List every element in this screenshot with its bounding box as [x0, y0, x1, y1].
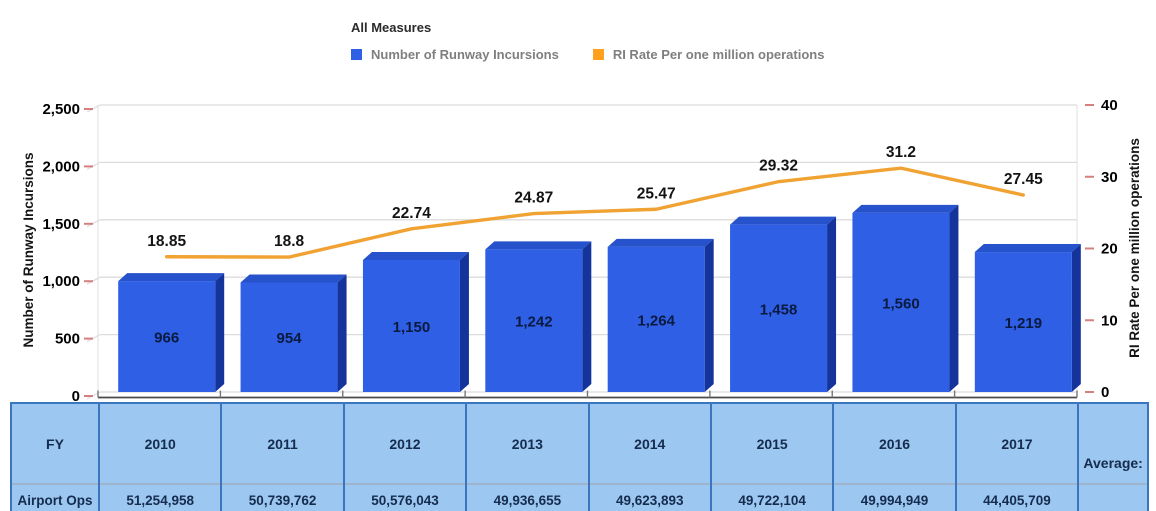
- bar-side-face: [704, 238, 714, 392]
- left-axis-tick-label: 2,500: [42, 101, 80, 118]
- bar-top-face: [852, 204, 959, 213]
- combo-chart: 0 500 1,000 1,500 2,000 2,500 0 10 20 30 40 966 954 1…: [21, 97, 1142, 402]
- fy-cell-2015: 2015: [709, 402, 835, 484]
- table-row: FY 2010 2011 2012 2013 2014 2015 2016 2017 Averag…: [10, 402, 1150, 484]
- ops-cell-2013: 49,936,655: [465, 483, 590, 511]
- gridline-depth-nub: [86, 334, 101, 343]
- bar-side-face: [459, 251, 469, 392]
- bar-2015[interactable]: [730, 224, 828, 392]
- ops-cell-2010: 51,254,958: [97, 483, 223, 511]
- fy-cell-2014: 2014: [587, 402, 712, 484]
- fy-cell-2017: 2017: [954, 402, 1080, 484]
- fy-cell-2010: 2010: [97, 402, 223, 484]
- bar-2017[interactable]: [974, 252, 1072, 392]
- legend-swatch-icon: [351, 49, 362, 60]
- right-axis-tick-label: 0: [1101, 384, 1109, 401]
- right-axis-title: RI Rate Per one million operations: [1127, 138, 1142, 358]
- bar-side-face: [949, 204, 959, 392]
- bar-value-label: 1,219: [1005, 315, 1043, 332]
- bar-side-face: [827, 216, 837, 392]
- average-header: Average:: [1077, 402, 1150, 484]
- bar-top-face: [730, 216, 837, 225]
- bar-2012[interactable]: [362, 259, 460, 392]
- line-value-label: 18.85: [147, 233, 186, 250]
- left-axis-tick-label: 0: [72, 388, 80, 402]
- legend-item-incursions[interactable]: Number of Runway Incursions: [351, 47, 559, 62]
- bar-value-label: 1,242: [515, 314, 553, 331]
- line-value-label: 22.74: [392, 205, 431, 222]
- gridline-depth-nub: [86, 161, 101, 170]
- fy-cell-2012: 2012: [342, 402, 468, 484]
- left-axis-title: Number of Runway Incursions: [21, 152, 36, 347]
- bar-value-label: 1,264: [637, 312, 675, 329]
- data-table: FY 2010 2011 2012 2013 2014 2015 2016 2017 Averag…: [10, 402, 1150, 511]
- fy-cell-2013: 2013: [465, 402, 590, 484]
- fy-cell-2011: 2011: [220, 402, 345, 484]
- legend-label: Number of Runway Incursions: [371, 47, 559, 62]
- ri-rate-line[interactable]: [164, 166, 1026, 259]
- bar-value-label: 1,458: [760, 301, 798, 318]
- line-value-label: 29.32: [759, 158, 798, 175]
- legend-label: RI Rate Per one million operations: [612, 47, 825, 62]
- left-axis-tick-label: 2,000: [42, 158, 80, 175]
- right-axis-tick-label: 30: [1101, 169, 1118, 186]
- ops-cell-2012: 50,576,043: [342, 483, 468, 511]
- bar-side-face: [337, 274, 347, 392]
- right-axis-tick-label: 20: [1101, 241, 1118, 258]
- line-value-label: 27.45: [1004, 171, 1043, 188]
- line-value-label: 31.2: [886, 144, 916, 161]
- bar-2010[interactable]: [118, 281, 216, 392]
- right-axis-tick-label: 40: [1101, 97, 1118, 114]
- line-value-label: 25.47: [637, 185, 676, 202]
- bar-side-face: [215, 273, 225, 392]
- bar-value-label: 1,150: [393, 319, 431, 336]
- fy-row-header: FY: [10, 402, 100, 484]
- gridline-depth-nub: [86, 104, 101, 113]
- bar-side-face: [1071, 244, 1081, 392]
- bar-2016[interactable]: [852, 212, 950, 392]
- bar-2013[interactable]: [485, 249, 583, 392]
- right-axis-tick-label: 10: [1101, 312, 1118, 329]
- bar-value-label: 954: [277, 330, 303, 347]
- bar-top-face: [974, 244, 1081, 253]
- chart-legend: Number of Runway Incursions RI Rate Per o…: [351, 47, 824, 62]
- average-value-cell: [1077, 483, 1150, 511]
- chart-header: All Measures Number of Runway Incursions…: [351, 20, 824, 62]
- fy-cell-2016: 2016: [832, 402, 957, 484]
- chart-title: All Measures: [351, 20, 432, 35]
- bar-top-face: [118, 273, 225, 282]
- ops-cell-2017: 44,405,709: [954, 483, 1080, 511]
- bar-side-face: [582, 241, 592, 392]
- ops-cell-2014: 49,623,893: [587, 483, 712, 511]
- ops-cell-2016: 49,994,949: [832, 483, 957, 511]
- bar-top-face: [485, 241, 592, 250]
- bar-2014[interactable]: [607, 246, 705, 392]
- bar-top-face: [362, 251, 469, 260]
- bar-value-label: 966: [154, 330, 179, 347]
- ops-cell-2015: 49,722,104: [709, 483, 835, 511]
- gridline-depth-nub: [86, 219, 101, 228]
- table-row: Airport Ops 51,254,958 50,739,762 50,576,04…: [10, 483, 1150, 511]
- bar-top-face: [240, 274, 347, 283]
- ops-cell-2011: 50,739,762: [220, 483, 345, 511]
- gridline-depth-nub: [86, 276, 101, 285]
- legend-swatch-icon: [592, 49, 604, 60]
- bar-2011[interactable]: [240, 282, 338, 392]
- left-axis-tick-label: 500: [55, 331, 80, 348]
- line-value-label: 18.8: [274, 233, 305, 250]
- left-axis-tick-label: 1,500: [42, 216, 80, 233]
- line-value-label: 24.87: [514, 190, 553, 207]
- ops-row-header: Airport Ops: [10, 483, 100, 511]
- bar-value-label: 1,560: [882, 295, 920, 312]
- legend-item-ri_rate[interactable]: RI Rate Per one million operations: [592, 47, 825, 62]
- bar-top-face: [607, 238, 714, 247]
- left-axis-tick-label: 1,000: [42, 273, 80, 290]
